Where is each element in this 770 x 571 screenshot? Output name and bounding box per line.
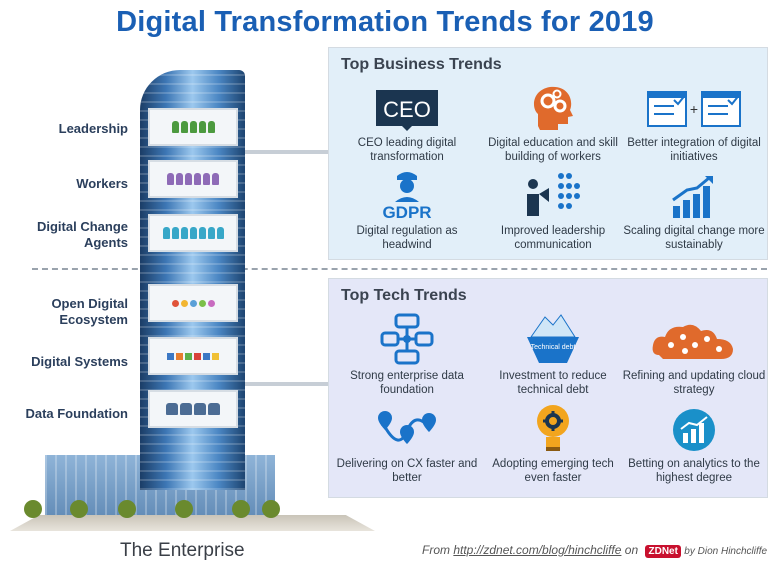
ceo-icon-text: CEO bbox=[383, 97, 431, 122]
trend-label: Strong enterprise data foundation bbox=[350, 370, 464, 396]
building-caption: The Enterprise bbox=[120, 540, 245, 561]
trend-digital-education: Digital education and skill building of … bbox=[480, 82, 626, 164]
trend-leadership-communication: Improved leadership communication bbox=[480, 170, 626, 252]
panel-change-agents bbox=[148, 214, 238, 252]
trend-technical-debt: Technical debt Investment to reduce tech… bbox=[480, 314, 626, 397]
trend-label: Scaling digital change more sustainably bbox=[623, 225, 765, 251]
trend-scaling: Scaling digital change more sustainably bbox=[621, 170, 767, 252]
trend-analytics: Betting on analytics to the highest degr… bbox=[621, 403, 767, 485]
attribution: From http://zdnet.com/blog/hinchcliffe o… bbox=[422, 543, 767, 558]
section-divider bbox=[32, 268, 767, 270]
layer-label-workers: Workers bbox=[76, 176, 128, 191]
trend-label: CEO leading digital transformation bbox=[357, 137, 457, 163]
trend-customer-experience: Delivering on CX faster and better bbox=[334, 403, 480, 485]
trend-label: Delivering on CX faster and better bbox=[336, 458, 478, 484]
trend-label: Betting on analytics to the highest degr… bbox=[628, 458, 760, 484]
iceberg-icon: Technical debt bbox=[480, 314, 626, 365]
trend-cloud-strategy: Refining and updating cloud strategy bbox=[621, 315, 767, 397]
panel-systems bbox=[148, 337, 238, 375]
gdpr-officer-icon: GDPR bbox=[334, 170, 480, 220]
business-panel-title: Top Business Trends bbox=[341, 56, 502, 73]
panel-ecosystem bbox=[148, 284, 238, 322]
cloud-network-icon bbox=[621, 315, 767, 365]
route-pins-icon bbox=[334, 403, 480, 453]
layer-label-data-foundation: Data Foundation bbox=[25, 406, 128, 421]
business-trends-panel: Top Business Trends CEO CEO leading digi… bbox=[328, 47, 768, 260]
trend-label: Better integration of digital initiative… bbox=[627, 137, 761, 163]
attribution-on: on bbox=[624, 543, 639, 557]
author-byline: by Dion Hinchcliffe bbox=[684, 546, 768, 557]
trend-regulation: GDPR Digital regulation as headwind bbox=[334, 170, 480, 252]
lightbulb-gear-icon bbox=[480, 403, 626, 453]
panel-data bbox=[148, 390, 238, 428]
analytics-chart-icon bbox=[621, 403, 767, 453]
source-link[interactable]: http://zdnet.com/blog/hinchcliffe bbox=[453, 543, 622, 557]
layer-label-leadership: Leadership bbox=[58, 121, 128, 136]
layer-label-digital-change-agents: Digital Change Agents bbox=[36, 219, 128, 250]
brain-gears-icon bbox=[480, 82, 626, 132]
trend-label: Investment to reduce technical debt bbox=[499, 370, 607, 396]
trend-label: Digital education and skill building of … bbox=[488, 137, 618, 163]
trend-integration: + Better integration of digital initiati… bbox=[621, 82, 767, 164]
connector-tech bbox=[245, 382, 329, 386]
connector-business bbox=[245, 150, 329, 154]
ceo-icon: CEO bbox=[334, 82, 480, 132]
trend-label: Adopting emerging tech even faster bbox=[492, 458, 614, 484]
tech-trends-panel: Top Tech Trends Strong enterprise data f… bbox=[328, 278, 768, 498]
page-title: Digital Transformation Trends for 2019 bbox=[116, 6, 654, 38]
trend-data-foundation: Strong enterprise data foundation bbox=[334, 313, 480, 397]
zdnet-logo: ZDNet bbox=[645, 545, 681, 558]
layer-label-digital-systems: Digital Systems bbox=[31, 354, 128, 369]
megaphone-audience-icon bbox=[480, 170, 626, 220]
iceberg-icon-text: Technical debt bbox=[531, 344, 576, 351]
checklist-integration-icon: + bbox=[621, 82, 767, 132]
attribution-prefix: From bbox=[422, 543, 450, 557]
svg-text:+: + bbox=[690, 101, 698, 117]
growth-chart-icon bbox=[621, 170, 767, 220]
panel-leadership bbox=[148, 108, 238, 146]
layer-label-open-digital-ecosystem: Open Digital Ecosystem bbox=[51, 296, 128, 327]
panel-workers bbox=[148, 160, 238, 198]
trend-emerging-tech: Adopting emerging tech even faster bbox=[480, 403, 626, 485]
database-network-icon bbox=[334, 313, 480, 365]
building-ground bbox=[10, 515, 375, 531]
trend-label: Digital regulation as headwind bbox=[356, 225, 458, 251]
trend-label: Refining and updating cloud strategy bbox=[622, 370, 766, 396]
trend-label: Improved leadership communication bbox=[500, 225, 606, 251]
trend-ceo: CEO CEO leading digital transformation bbox=[334, 82, 480, 164]
tech-panel-title: Top Tech Trends bbox=[341, 287, 467, 304]
gdpr-icon-text: GDPR bbox=[382, 203, 431, 220]
